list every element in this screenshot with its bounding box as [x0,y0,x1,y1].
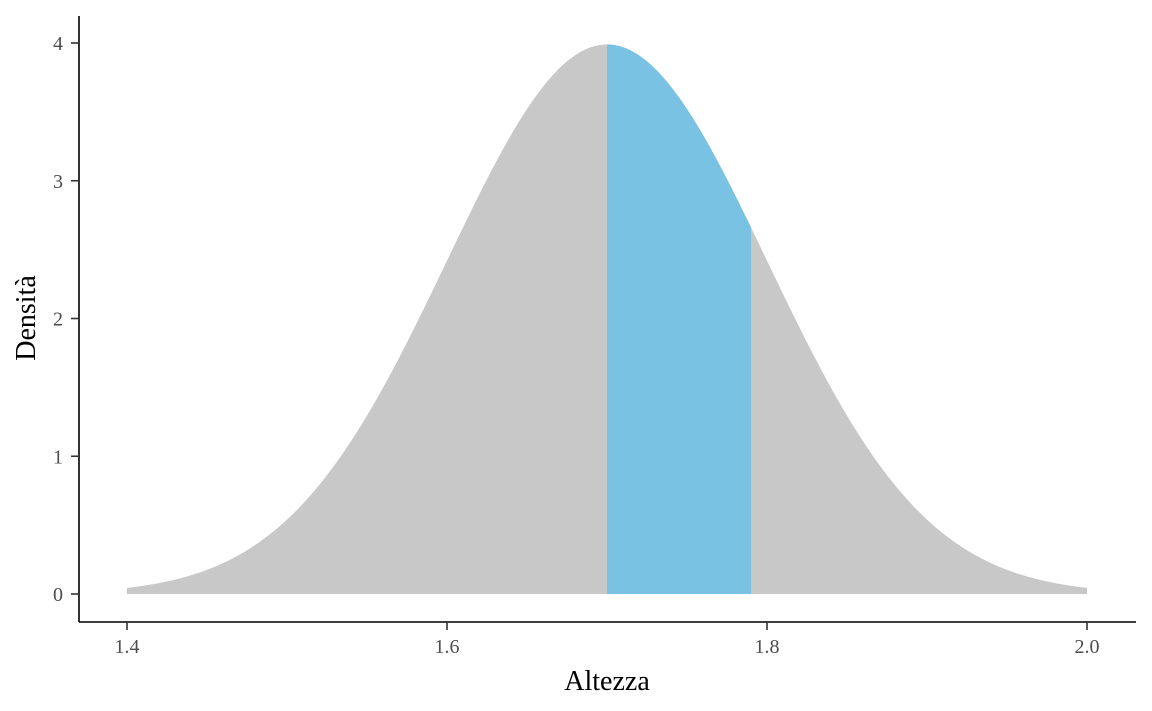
x-ticks: 1.4 1.6 1.8 2.0 [115,622,1100,658]
y-axis-title: Densità [11,275,42,361]
y-tick-label: 0 [53,584,63,606]
y-tick-label: 3 [53,171,63,193]
plot-area [127,44,1087,594]
y-tick-label: 2 [53,309,63,331]
y-tick-label: 4 [53,33,63,55]
x-tick-label: 1.8 [755,636,780,658]
y-ticks: 0 1 2 3 4 [53,33,79,606]
shaded-interval-area [607,44,751,594]
y-tick-label: 1 [53,446,63,468]
x-axis-title: Altezza [564,666,650,697]
x-tick-label: 1.6 [435,636,460,658]
x-tick-label: 1.4 [115,636,140,658]
x-tick-label: 2.0 [1075,636,1100,658]
